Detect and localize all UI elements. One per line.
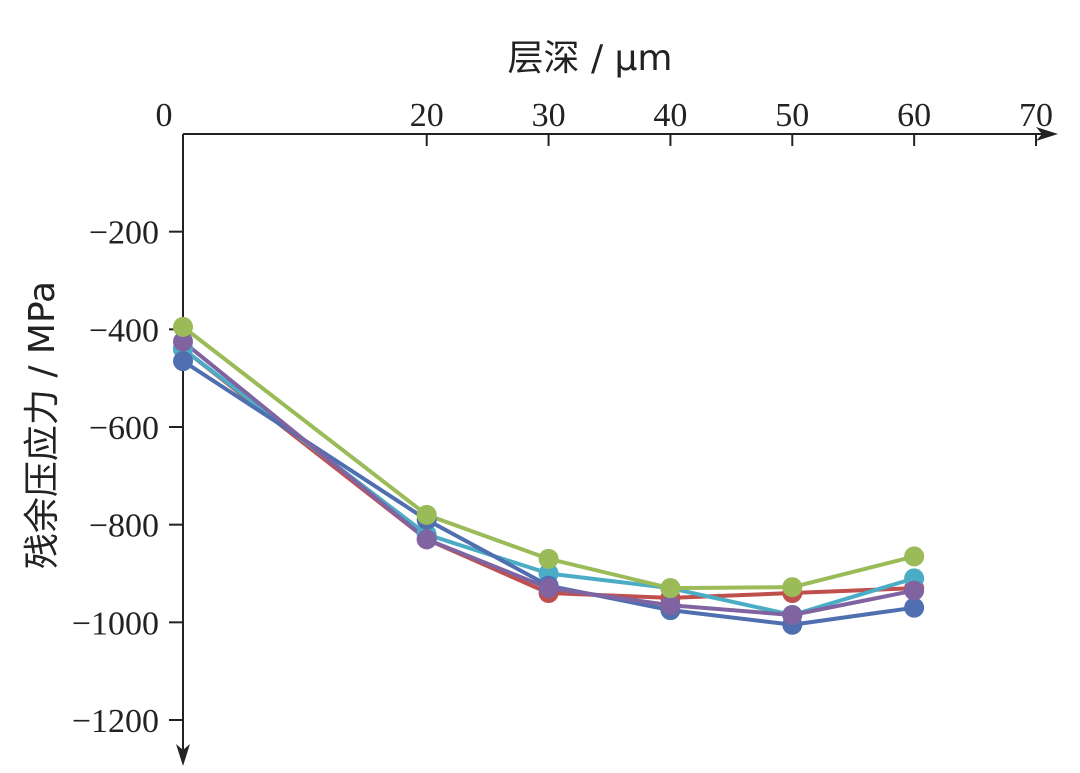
series-group bbox=[173, 316, 925, 635]
series-blue-point bbox=[173, 351, 193, 372]
y-tick-label: −1000 bbox=[72, 605, 159, 642]
series-green-point bbox=[660, 578, 681, 599]
series-purple-point bbox=[173, 331, 193, 352]
y-tick-label: −600 bbox=[89, 410, 159, 447]
x-tick-label: 70 bbox=[1019, 97, 1053, 134]
series-purple-point bbox=[416, 529, 437, 550]
x-tick-label: 50 bbox=[775, 97, 809, 134]
series-purple-point bbox=[660, 595, 681, 616]
series-green-line bbox=[181, 325, 915, 591]
series-green-point bbox=[416, 504, 437, 525]
x-tick-label: 0 bbox=[156, 97, 173, 134]
series-green-point bbox=[538, 548, 559, 569]
x-ticks: 0 20 30 40 50 60 70 bbox=[156, 97, 1053, 146]
y-tick-label: −1200 bbox=[72, 703, 159, 740]
series-purple-point bbox=[782, 605, 803, 626]
series-purple-line bbox=[181, 339, 915, 618]
axes bbox=[176, 127, 1058, 766]
series-green-point bbox=[173, 316, 193, 337]
x-tick-label: 40 bbox=[653, 97, 687, 134]
y-tick-label: −400 bbox=[89, 312, 159, 349]
x-axis-arrowhead bbox=[1036, 127, 1058, 141]
x-tick-label: 60 bbox=[897, 97, 931, 134]
x-axis-title: 层深 / μm bbox=[508, 38, 673, 79]
y-axis-arrowhead bbox=[176, 744, 190, 766]
y-ticks: −200 −400 −600 −800 −1000 −1200 bbox=[72, 215, 183, 740]
series-purple-point bbox=[904, 580, 925, 601]
y-tick-label: −800 bbox=[89, 508, 159, 545]
series-green-point bbox=[904, 546, 925, 567]
series-blue-point bbox=[904, 597, 925, 618]
y-axis-title: 残余压应力 / MPa bbox=[22, 281, 63, 569]
series-green-point bbox=[782, 577, 803, 598]
y-tick-label: −200 bbox=[89, 215, 159, 252]
x-tick-label: 30 bbox=[532, 97, 566, 134]
series-purple-point bbox=[538, 578, 559, 599]
x-tick-label: 20 bbox=[410, 97, 444, 134]
